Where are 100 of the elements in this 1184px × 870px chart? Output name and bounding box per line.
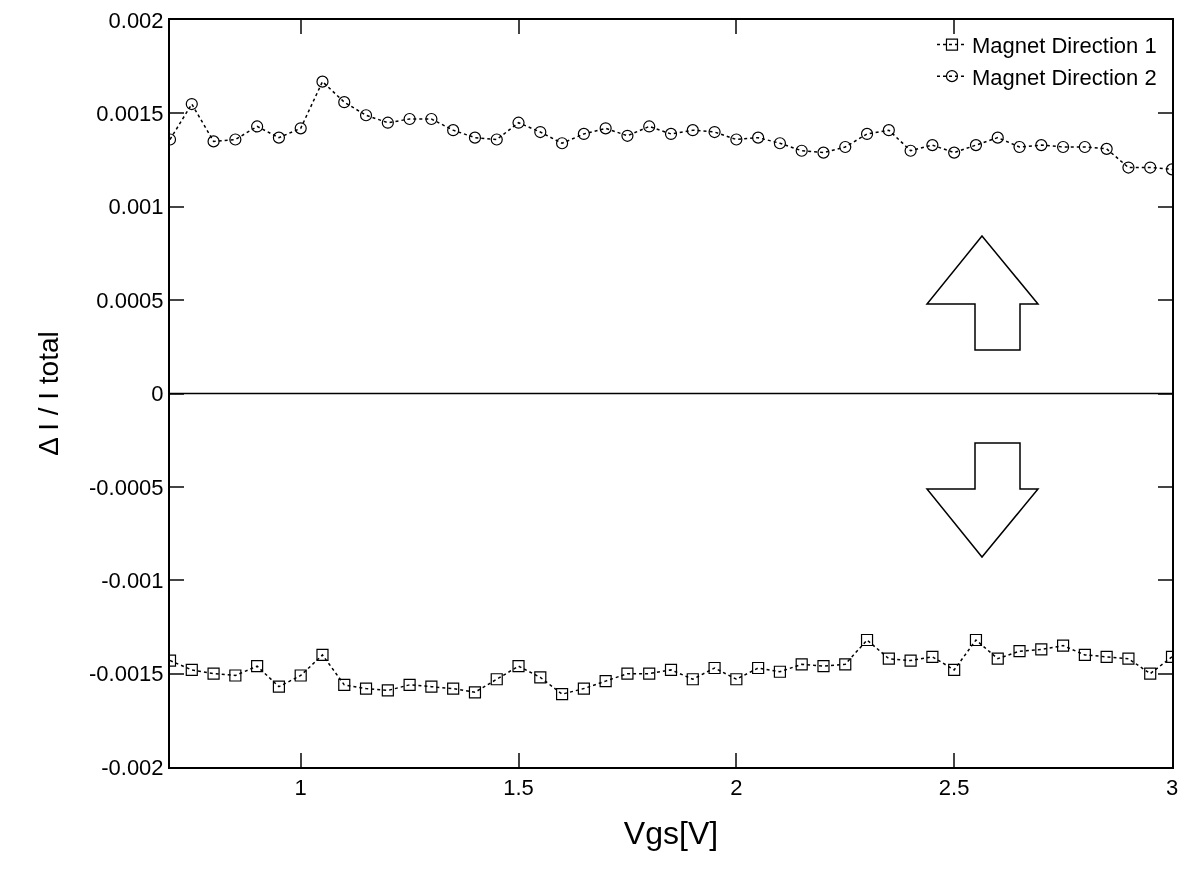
point bbox=[969, 633, 983, 647]
point bbox=[512, 116, 525, 129]
point bbox=[359, 682, 373, 695]
x-tick-label: 2.5 bbox=[938, 775, 970, 801]
point bbox=[251, 660, 264, 673]
point bbox=[555, 137, 569, 150]
point bbox=[1122, 161, 1135, 174]
point bbox=[1035, 139, 1048, 152]
point bbox=[490, 133, 503, 146]
point bbox=[359, 109, 373, 122]
point bbox=[773, 665, 787, 678]
point bbox=[272, 131, 286, 144]
point bbox=[338, 678, 351, 691]
point bbox=[839, 140, 852, 154]
point bbox=[534, 671, 547, 684]
point bbox=[1013, 140, 1026, 154]
y-tick-label: 0.002 bbox=[108, 7, 164, 33]
point bbox=[1035, 643, 1048, 656]
point bbox=[904, 144, 917, 157]
point bbox=[1078, 648, 1091, 662]
point bbox=[708, 661, 721, 675]
point bbox=[926, 139, 939, 152]
point bbox=[991, 131, 1004, 144]
point bbox=[817, 146, 830, 159]
point bbox=[316, 648, 329, 662]
point bbox=[664, 127, 678, 141]
y-tick-label: -0.002 bbox=[101, 754, 164, 780]
legend-label: Magnet Direction 1 bbox=[971, 33, 1157, 59]
point bbox=[316, 75, 329, 88]
point bbox=[599, 675, 612, 688]
point bbox=[1122, 652, 1135, 665]
point bbox=[904, 654, 917, 667]
point bbox=[643, 120, 656, 133]
y-tick-label: 0.0005 bbox=[96, 287, 164, 313]
point bbox=[1013, 645, 1026, 658]
point bbox=[294, 669, 307, 682]
point bbox=[882, 652, 895, 665]
point bbox=[839, 658, 852, 671]
point bbox=[490, 673, 503, 686]
point bbox=[468, 131, 482, 144]
point bbox=[817, 660, 830, 673]
point bbox=[730, 133, 743, 146]
point bbox=[926, 650, 939, 663]
point bbox=[577, 682, 590, 695]
point bbox=[185, 663, 198, 676]
point bbox=[882, 124, 895, 137]
point bbox=[229, 669, 242, 682]
point bbox=[752, 131, 765, 144]
point bbox=[599, 122, 612, 135]
point bbox=[773, 137, 787, 150]
point bbox=[425, 680, 438, 693]
point bbox=[447, 124, 460, 137]
point bbox=[948, 146, 961, 159]
point bbox=[403, 112, 416, 126]
y-tick-label: 0.0015 bbox=[96, 101, 164, 127]
x-tick-label: 1.5 bbox=[503, 775, 534, 801]
point bbox=[425, 112, 438, 126]
point bbox=[294, 122, 307, 135]
point bbox=[229, 133, 242, 146]
point bbox=[860, 127, 874, 141]
point bbox=[795, 658, 808, 671]
point bbox=[185, 97, 198, 111]
point bbox=[251, 120, 264, 133]
point bbox=[948, 663, 961, 676]
point bbox=[403, 678, 416, 691]
x-tick-label: 3 bbox=[1165, 775, 1179, 801]
point bbox=[621, 129, 634, 142]
point bbox=[686, 673, 699, 686]
point bbox=[730, 673, 743, 686]
point bbox=[664, 663, 678, 676]
point bbox=[708, 125, 721, 139]
point bbox=[1144, 161, 1157, 174]
point bbox=[381, 116, 394, 129]
point bbox=[272, 680, 286, 693]
point bbox=[512, 660, 525, 673]
point bbox=[860, 633, 874, 647]
point bbox=[643, 667, 656, 680]
point bbox=[795, 144, 808, 157]
point bbox=[969, 139, 983, 152]
y-tick-label: 0.001 bbox=[108, 194, 164, 220]
point bbox=[534, 125, 547, 139]
point bbox=[381, 684, 394, 697]
point bbox=[447, 682, 460, 695]
point bbox=[207, 667, 220, 680]
point bbox=[1100, 650, 1113, 663]
x-tick-label: 2 bbox=[730, 775, 743, 801]
point bbox=[338, 96, 351, 109]
point bbox=[577, 127, 590, 141]
point bbox=[621, 667, 634, 680]
y-tick-label: -0.001 bbox=[101, 567, 164, 593]
point bbox=[1100, 142, 1113, 155]
point bbox=[1056, 140, 1070, 154]
point bbox=[1078, 140, 1091, 154]
point bbox=[752, 661, 765, 675]
x-axis-title: Vgs[V] bbox=[623, 814, 719, 851]
point bbox=[555, 688, 569, 701]
y-tick-label: 0 bbox=[151, 381, 164, 407]
y-axis-title: Δ I / I total bbox=[33, 331, 65, 456]
legend-label: Magnet Direction 2 bbox=[971, 64, 1157, 90]
point bbox=[1056, 639, 1070, 652]
